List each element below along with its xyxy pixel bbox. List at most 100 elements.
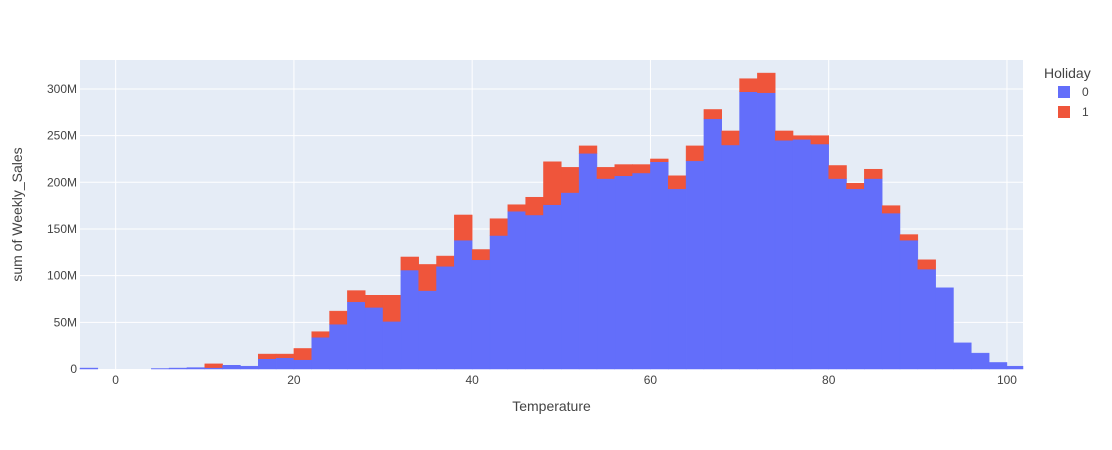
bar-holiday-1[interactable] (917, 259, 936, 270)
bar-holiday-0[interactable] (739, 91, 758, 370)
bar-holiday-0[interactable] (632, 172, 651, 370)
bar-holiday-0[interactable] (703, 118, 722, 370)
bar-holiday-0[interactable] (1006, 365, 1024, 370)
bar-holiday-1[interactable] (293, 348, 312, 360)
bar-holiday-1[interactable] (668, 175, 687, 190)
bar-holiday-0[interactable] (721, 144, 740, 370)
bar-holiday-1[interactable] (311, 331, 330, 338)
bar-holiday-0[interactable] (953, 342, 972, 370)
bar-holiday-0[interactable] (489, 235, 509, 370)
x-tick-label: 0 (112, 373, 119, 387)
bar-holiday-1[interactable] (614, 164, 633, 177)
bar-holiday-1[interactable] (792, 135, 812, 140)
bar-holiday-0[interactable] (685, 160, 705, 370)
bar-holiday-0[interactable] (293, 359, 312, 370)
bar-holiday-0[interactable] (364, 307, 384, 370)
bar-holiday-1[interactable] (454, 214, 473, 241)
bar-holiday-0[interactable] (436, 266, 455, 370)
bar-holiday-1[interactable] (364, 295, 384, 308)
bar-holiday-1[interactable] (525, 196, 544, 216)
bar-holiday-1[interactable] (471, 249, 491, 261)
bar-holiday-0[interactable] (258, 358, 277, 370)
bar-holiday-0[interactable] (988, 362, 1008, 370)
bar-holiday-1[interactable] (258, 353, 277, 359)
bar-holiday-1[interactable] (507, 204, 526, 212)
bar-holiday-0[interactable] (899, 239, 919, 370)
bar-holiday-1[interactable] (329, 310, 348, 325)
bar-holiday-0[interactable] (347, 301, 366, 370)
bar-holiday-1[interactable] (881, 205, 901, 214)
bar-holiday-0[interactable] (400, 269, 419, 370)
bar-holiday-0[interactable] (561, 192, 580, 370)
bar-holiday-0[interactable] (471, 259, 491, 370)
bar-holiday-0[interactable] (846, 188, 865, 370)
bar-holiday-0[interactable] (454, 239, 473, 370)
bar-holiday-1[interactable] (489, 218, 509, 236)
bar-holiday-0[interactable] (774, 140, 794, 370)
legend-swatch-1[interactable] (1058, 106, 1070, 118)
bar-holiday-0[interactable] (578, 153, 598, 370)
bar-holiday-1[interactable] (400, 256, 419, 271)
bar-holiday-1[interactable] (899, 234, 919, 241)
bar-holiday-1[interactable] (757, 72, 776, 93)
bar-holiday-1[interactable] (204, 363, 223, 368)
bar-holiday-0[interactable] (810, 143, 829, 370)
bar-holiday-1[interactable] (739, 78, 758, 92)
bar-holiday-0[interactable] (828, 178, 847, 370)
bar-holiday-0[interactable] (757, 92, 776, 370)
bar-holiday-1[interactable] (418, 264, 437, 291)
bar-holiday-1[interactable] (543, 161, 562, 205)
bar-holiday-0[interactable] (418, 290, 437, 370)
bar-holiday-0[interactable] (79, 367, 99, 370)
bar-holiday-0[interactable] (222, 365, 241, 370)
bar-holiday-0[interactable] (792, 139, 812, 370)
bar-holiday-1[interactable] (436, 255, 455, 267)
bar-holiday-1[interactable] (650, 158, 669, 163)
y-tick-label: 100M (47, 269, 77, 283)
bar-holiday-0[interactable] (935, 287, 954, 370)
bar-holiday-1[interactable] (578, 145, 598, 154)
y-tick-label: 150M (47, 222, 77, 236)
bar-holiday-0[interactable] (240, 365, 259, 370)
bar-holiday-0[interactable] (971, 352, 990, 370)
bar-holiday-0[interactable] (881, 212, 901, 370)
bar-holiday-1[interactable] (596, 167, 616, 179)
legend-swatch-0[interactable] (1058, 86, 1070, 98)
bar-holiday-0[interactable] (525, 214, 544, 370)
bar-holiday-0[interactable] (596, 178, 616, 370)
x-tick-label: 80 (822, 373, 836, 387)
bar-holiday-1[interactable] (810, 135, 829, 145)
legend[interactable]: Holiday 01 (1044, 65, 1091, 119)
bar-holiday-0[interactable] (275, 357, 295, 370)
x-axis-title: Temperature (512, 398, 591, 414)
bar-holiday-1[interactable] (774, 130, 794, 141)
x-axis-ticks: 0 20 40 60 80 100 (112, 373, 1017, 387)
bar-holiday-1[interactable] (846, 182, 865, 190)
bar-holiday-1[interactable] (382, 295, 402, 322)
legend-items[interactable]: 01 (1058, 85, 1089, 119)
bar-holiday-0[interactable] (329, 323, 348, 370)
legend-label-1[interactable]: 1 (1082, 105, 1089, 119)
bar-holiday-0[interactable] (168, 367, 188, 370)
bar-holiday-0[interactable] (650, 161, 669, 370)
bar-holiday-0[interactable] (507, 210, 526, 370)
bar-holiday-0[interactable] (311, 337, 330, 370)
bar-holiday-0[interactable] (917, 268, 936, 370)
bar-holiday-0[interactable] (864, 178, 883, 370)
bar-holiday-1[interactable] (561, 167, 580, 193)
legend-label-0[interactable]: 0 (1082, 85, 1089, 99)
y-axis-title: sum of Weekly_Sales (9, 147, 25, 281)
bar-holiday-0[interactable] (668, 188, 687, 370)
bar-holiday-1[interactable] (828, 165, 847, 179)
bar-holiday-1[interactable] (864, 168, 883, 179)
bar-holiday-0[interactable] (382, 321, 402, 370)
bar-holiday-0[interactable] (186, 367, 206, 370)
bar-holiday-1[interactable] (703, 109, 722, 120)
bar-holiday-0[interactable] (614, 175, 633, 370)
bar-holiday-1[interactable] (275, 353, 295, 359)
bar-holiday-1[interactable] (721, 130, 740, 146)
bar-holiday-0[interactable] (543, 204, 562, 370)
bar-holiday-1[interactable] (347, 290, 366, 303)
bar-holiday-1[interactable] (685, 145, 705, 162)
bar-holiday-1[interactable] (632, 164, 651, 174)
